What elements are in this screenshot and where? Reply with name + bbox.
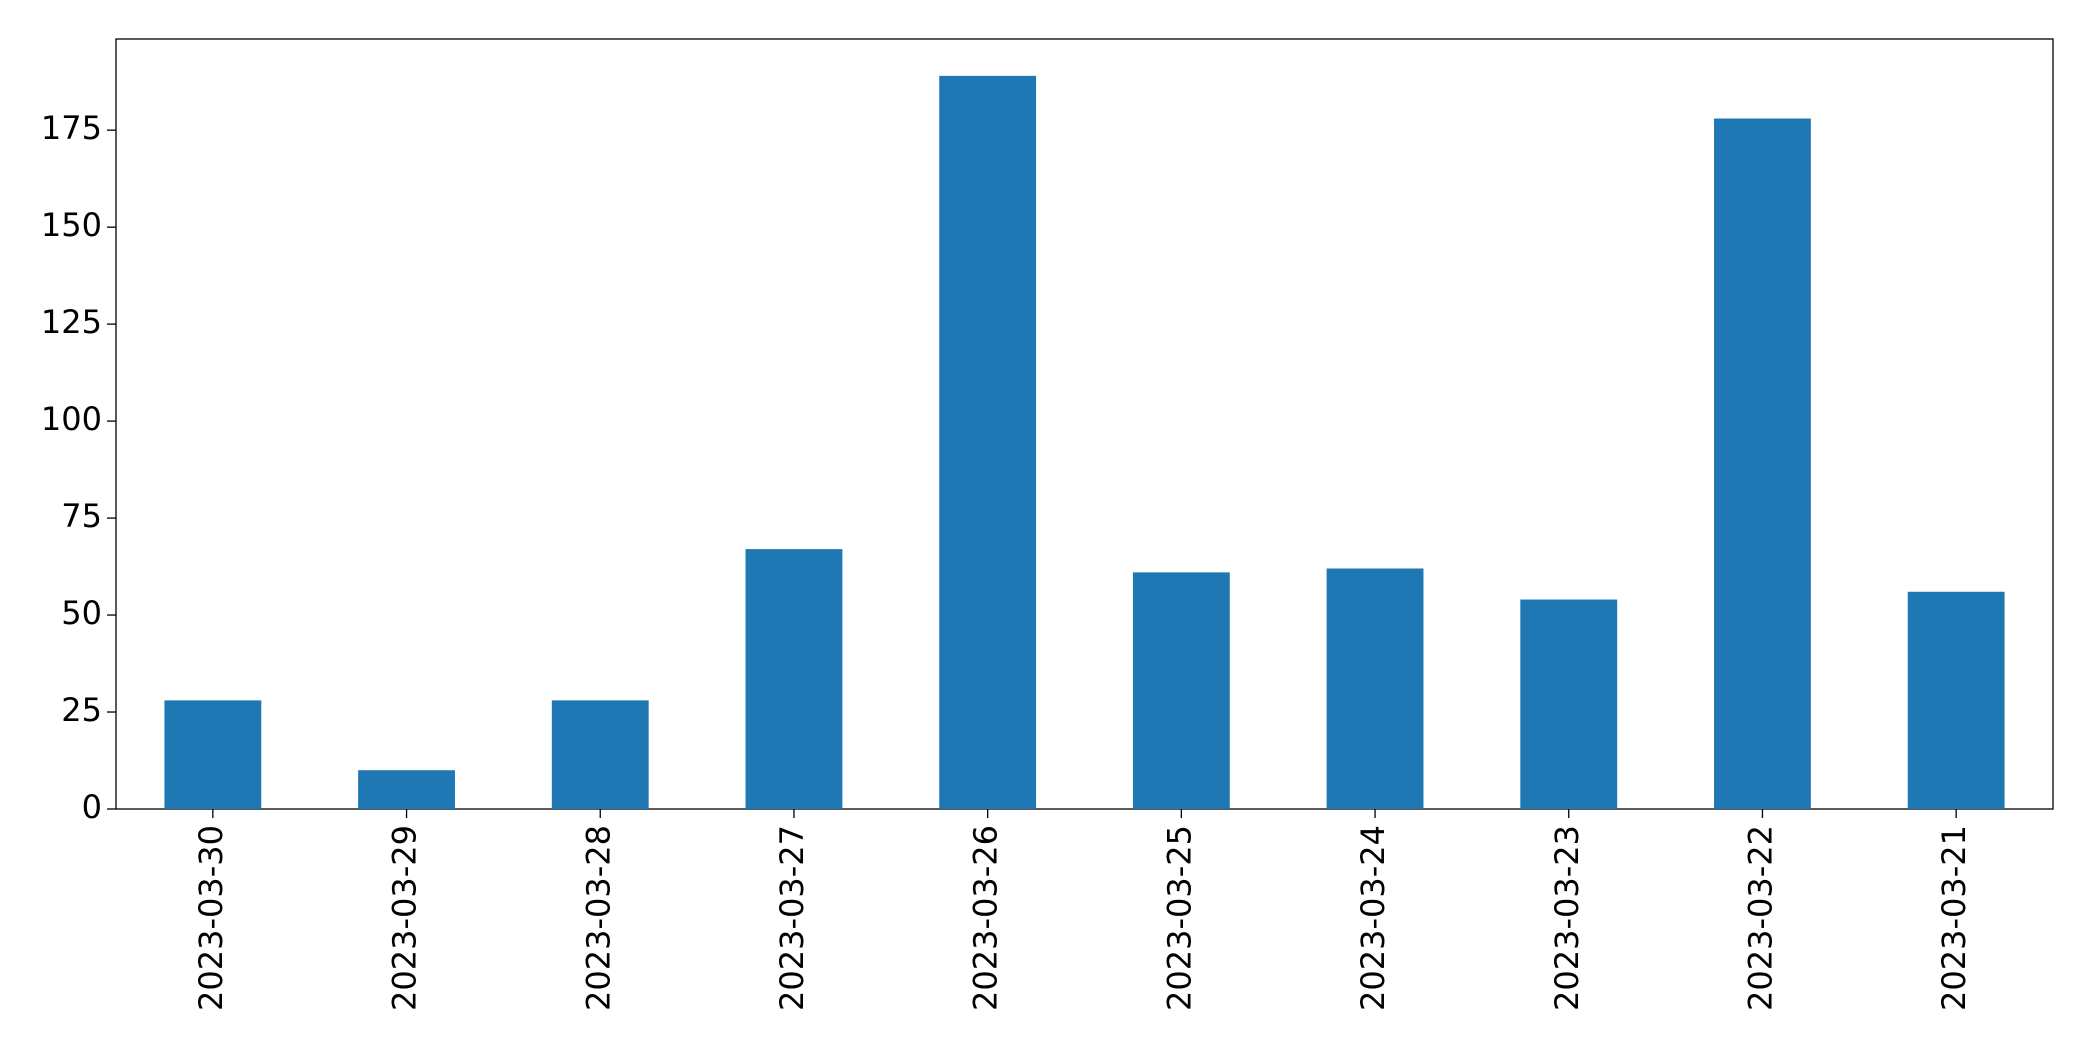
bar [358, 770, 455, 809]
bar [1714, 118, 1811, 809]
bar [1326, 568, 1424, 809]
x-tick-label: 2023-03-30 [192, 825, 230, 1011]
x-tick-label: 2023-03-26 [967, 825, 1005, 1011]
bar [1132, 572, 1230, 809]
y-tick-label: 175 [41, 109, 102, 147]
bar [164, 700, 262, 809]
x-tick-label: 2023-03-28 [579, 825, 617, 1011]
y-tick-label: 0 [82, 788, 102, 826]
y-tick-label: 75 [61, 497, 102, 535]
y-tick-label: 25 [61, 691, 102, 729]
x-tick-label: 2023-03-24 [1354, 825, 1392, 1011]
x-tick-label: 2023-03-23 [1548, 825, 1586, 1011]
bar [551, 700, 649, 809]
x-tick-label: 2023-03-22 [1741, 825, 1779, 1011]
y-tick-label: 150 [41, 206, 102, 244]
y-tick-label: 50 [61, 594, 102, 632]
bar [1907, 591, 2005, 809]
y-tick-label: 100 [41, 400, 102, 438]
bar [745, 549, 843, 809]
x-tick-label: 2023-03-25 [1160, 825, 1198, 1011]
x-tick-label: 2023-03-21 [1935, 825, 1973, 1011]
x-tick-label: 2023-03-27 [773, 825, 811, 1011]
axes-frame [115, 38, 2054, 810]
bar [939, 75, 1037, 810]
y-tick-label: 125 [41, 303, 102, 341]
x-tick-label: 2023-03-29 [386, 825, 424, 1011]
bar [1520, 599, 1618, 809]
